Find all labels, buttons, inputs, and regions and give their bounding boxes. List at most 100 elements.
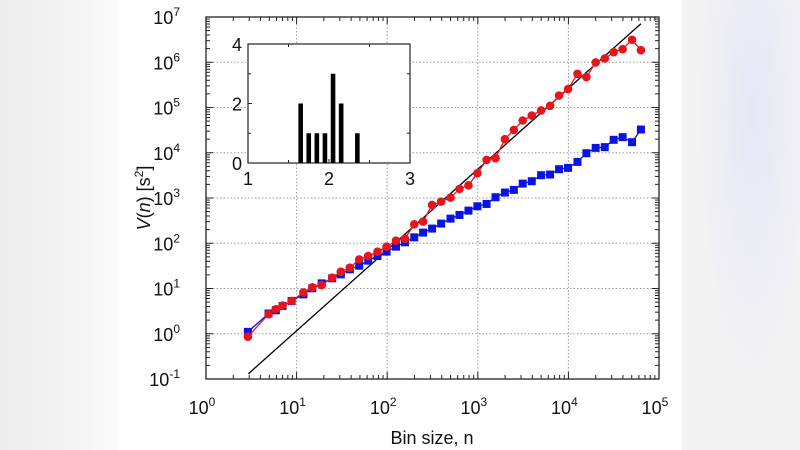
blue-square-point xyxy=(555,165,564,174)
x-tick-label: 104 xyxy=(551,395,578,418)
y-tick-label: 105 xyxy=(153,96,180,119)
red-circle-point xyxy=(271,304,281,314)
red-circle-point xyxy=(354,255,364,264)
blue-square-point xyxy=(537,171,546,180)
inset-bar xyxy=(322,133,328,163)
blue-square-point xyxy=(491,193,500,202)
red-circle-point xyxy=(500,134,510,144)
red-circle-point xyxy=(307,283,317,292)
blue-square-point xyxy=(628,138,637,147)
y-label-close: ] xyxy=(134,166,154,171)
red-circle-point xyxy=(418,217,428,226)
blue-square-point xyxy=(618,133,627,142)
y-label-open: ( xyxy=(134,212,154,218)
x-tick-label: 100 xyxy=(189,395,216,418)
inset-bar xyxy=(306,133,312,163)
blue-square-point xyxy=(446,214,455,223)
blue-square-point xyxy=(509,185,518,194)
inset-y-tick-label: 2 xyxy=(232,95,242,115)
blue-square-point xyxy=(564,163,573,172)
inset-bar xyxy=(314,133,320,163)
red-circle-point xyxy=(264,309,273,319)
blue-square-point xyxy=(500,188,509,197)
red-circle-point xyxy=(518,116,527,125)
red-circle-point xyxy=(554,91,564,100)
inset-frame xyxy=(247,43,411,164)
red-circle-point xyxy=(436,197,446,206)
blue-square-point xyxy=(455,210,464,219)
red-circle-point xyxy=(627,35,637,45)
blue-square-point xyxy=(428,224,437,233)
y-label-v: V xyxy=(134,216,154,230)
red-circle-point xyxy=(400,234,410,244)
inset-y-tick-label: 4 xyxy=(232,35,242,55)
y-label-n: n xyxy=(134,202,154,212)
background-right-blur xyxy=(682,0,800,450)
blue-square-point xyxy=(636,125,645,134)
red-circle-point xyxy=(536,106,546,115)
fit-line-segment xyxy=(247,23,642,375)
red-circle-point xyxy=(382,242,391,251)
red-circle-point xyxy=(563,84,573,94)
y-label-rest: ) [s xyxy=(134,177,154,202)
blue-square-point xyxy=(591,143,600,152)
red-circle-point xyxy=(618,44,627,54)
red-circle-point xyxy=(327,273,337,283)
red-circle-point xyxy=(243,332,253,342)
inset-histogram: 1 2 3 0 2 4 xyxy=(232,35,415,189)
red-circle-point xyxy=(509,125,519,135)
red-circle-point xyxy=(287,296,296,306)
red-circle-point xyxy=(345,263,355,273)
red-circle-point xyxy=(427,200,437,210)
inset-x-tick-label: 2 xyxy=(324,169,334,189)
blue-square-point xyxy=(518,179,527,188)
x-tick-label: 102 xyxy=(370,395,397,418)
y-tick-label: 100 xyxy=(153,322,180,345)
blue-square-point xyxy=(382,247,391,256)
red-circle-point xyxy=(317,280,326,290)
red-circle-point xyxy=(636,45,646,55)
series-layer xyxy=(243,35,646,342)
fit-line xyxy=(247,23,642,375)
red-circle-point xyxy=(455,184,464,194)
red-circle-point xyxy=(582,72,591,82)
red-circle-point xyxy=(363,251,373,261)
red-circle-point xyxy=(278,301,287,310)
blue-square-point xyxy=(410,233,419,242)
blue-square-point xyxy=(582,149,591,158)
y-tick-label: 104 xyxy=(153,141,180,164)
background-left-blur xyxy=(0,0,118,450)
y-tick-label: 103 xyxy=(153,186,180,209)
blue-square-point xyxy=(355,261,364,270)
blue-square-point xyxy=(600,143,609,152)
red-circle-point xyxy=(482,155,491,165)
blue-square-point xyxy=(437,219,446,228)
blue-square-point xyxy=(609,135,618,144)
red-circle-point xyxy=(409,220,419,229)
x-tick-label: 103 xyxy=(460,395,487,418)
red-circle-point xyxy=(391,236,401,245)
red-circle-point xyxy=(609,47,618,57)
blue-square-point xyxy=(419,228,428,237)
blue-square-point xyxy=(482,199,491,208)
blue-square-point xyxy=(391,242,400,251)
inset-x-tick-label: 3 xyxy=(405,169,415,189)
blue-square-point xyxy=(464,206,473,215)
y-tick-label: 107 xyxy=(153,5,180,28)
y-tick-label: 101 xyxy=(153,277,180,300)
blue-square-point xyxy=(364,256,373,265)
blue-square-point xyxy=(573,157,582,166)
axes: 100 101 102 103 104 10510-1100101102103104105… xyxy=(149,5,668,418)
inset-bar xyxy=(330,73,336,163)
red-circle-point xyxy=(491,153,500,163)
y-tick-label: 106 xyxy=(153,50,180,73)
blue-square-point xyxy=(527,177,536,186)
red-circle-point xyxy=(600,54,610,63)
inset-bar xyxy=(338,103,344,163)
red-circle-point xyxy=(373,247,382,257)
red-circle-point xyxy=(464,180,473,190)
inset-y-tick-label: 0 xyxy=(232,154,242,174)
red-circle-point xyxy=(573,69,582,79)
inset-bar xyxy=(298,103,303,163)
